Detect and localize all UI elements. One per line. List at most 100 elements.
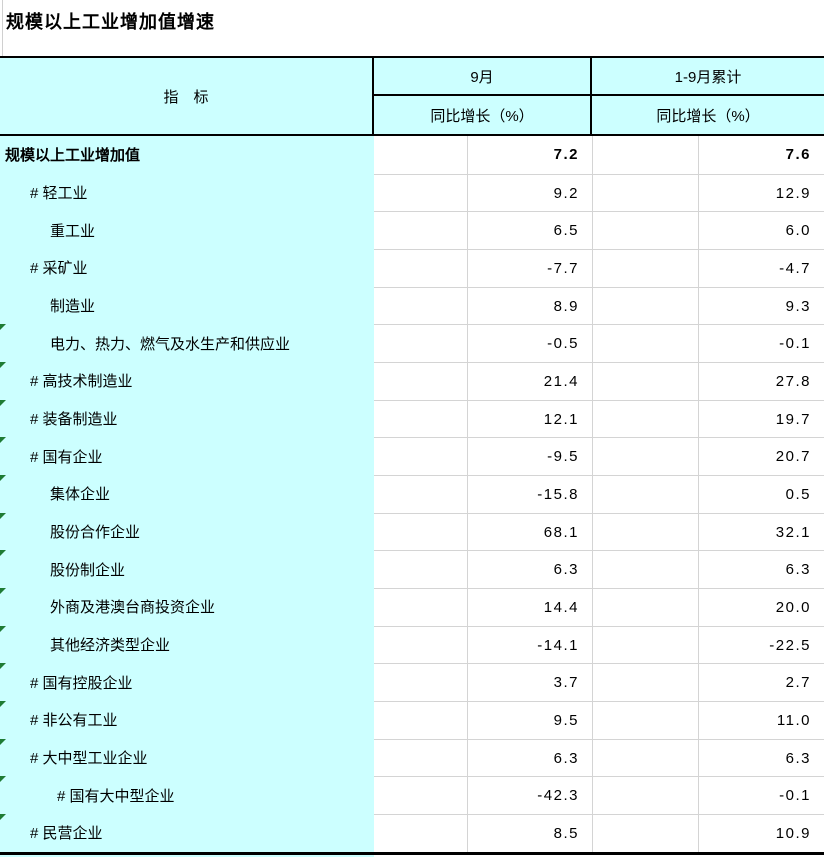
spacer-cell	[592, 625, 698, 664]
cumulative-value-cell: 27.8	[698, 362, 824, 400]
cumulative-value-cell: 10.9	[698, 814, 824, 852]
spacer-cell	[374, 399, 467, 438]
september-value-cell: 7.2	[467, 136, 592, 174]
cell-corner-marker-icon	[0, 437, 6, 444]
cumulative-value-cell: 0.5	[698, 475, 824, 513]
row-label: # 民营企业	[30, 825, 103, 843]
header-yoy-cumulative: 同比增长（%）	[656, 107, 760, 125]
table-bottom-border	[0, 851, 824, 855]
cumulative-value-cell: 6.3	[698, 738, 824, 777]
spacer-cell	[592, 663, 698, 702]
cell-corner-marker-icon	[0, 475, 6, 482]
row-label: # 轻工业	[30, 185, 88, 202]
row-indicator-cell: # 民营企业	[0, 814, 374, 852]
row-indicator-cell: # 国有大中型企业	[0, 776, 374, 815]
header-indicator: 指 标	[0, 58, 374, 134]
cell-corner-marker-icon	[0, 512, 6, 519]
next-row-value-cell	[374, 854, 824, 857]
spacer-cell	[374, 512, 467, 551]
table-row: # 高技术制造业 21.4 27.8	[0, 362, 824, 400]
row-indicator-cell: 集体企业	[0, 475, 374, 513]
row-indicator-cell: 股份制企业	[0, 550, 374, 589]
spacer-cell	[374, 588, 467, 626]
row-indicator-cell: # 高技术制造业	[0, 362, 374, 400]
september-value-cell: 9.5	[467, 701, 592, 739]
row-label: # 国有企业	[30, 448, 103, 466]
spacer-cell	[592, 776, 698, 815]
cell-corner-marker-icon	[0, 625, 6, 632]
spacer-cell	[592, 249, 698, 287]
spacer-cell	[374, 625, 467, 664]
september-value-cell: -7.7	[467, 249, 592, 287]
row-label: 外商及港澳台商投资企业	[50, 599, 216, 617]
cell-corner-marker-icon	[0, 324, 6, 331]
spacer-cell	[592, 701, 698, 739]
table-row: 电力、热力、燃气及水生产和供应业 -0.5 -0.1	[0, 324, 824, 363]
row-label: 制造业	[50, 298, 96, 316]
spacer-cell	[374, 475, 467, 513]
row-indicator-cell: 重工业	[0, 211, 374, 250]
table-row: # 民营企业 8.5 10.9	[0, 814, 824, 852]
table-row: # 非公有工业 9.5 11.0	[0, 701, 824, 739]
row-indicator-cell: # 轻工业	[0, 173, 374, 212]
september-value-cell: 14.4	[467, 588, 592, 626]
row-label: # 采矿业	[30, 260, 88, 278]
september-value-cell: 8.5	[467, 814, 592, 852]
spacer-cell	[592, 738, 698, 777]
spacer-cell	[592, 437, 698, 476]
table-row: 外商及港澳台商投资企业 14.4 20.0	[0, 588, 824, 626]
row-label: 集体企业	[50, 486, 111, 504]
table-body: 规模以上工业增加值 7.2 7.6 # 轻工业 9.2 12.9 重工业 6.5 6.0 # 采矿…	[0, 136, 824, 852]
cell-corner-marker-icon	[0, 814, 6, 821]
table-row: 其他经济类型企业 -14.1 -22.5	[0, 625, 824, 664]
spacer-cell	[374, 663, 467, 702]
cell-corner-marker-icon	[0, 399, 6, 406]
row-indicator-cell: 其他经济类型企业	[0, 625, 374, 664]
row-label: # 装备制造业	[30, 411, 118, 429]
spacer-cell	[374, 286, 467, 325]
spacer-cell	[374, 362, 467, 400]
spacer-cell	[374, 324, 467, 363]
header-yoy-september: 同比增长（%）	[374, 96, 592, 134]
cumulative-value-cell: 6.0	[698, 211, 824, 250]
row-label: # 大中型工业企业	[30, 750, 148, 768]
september-value-cell: 3.7	[467, 663, 592, 702]
spacer-cell	[592, 362, 698, 400]
row-label: # 高技术制造业	[30, 373, 133, 391]
spacer-cell	[374, 249, 467, 287]
table-row: # 国有企业 -9.5 20.7	[0, 437, 824, 476]
page-title: 规模以上工业增加值增速	[6, 12, 215, 32]
spacer-cell	[592, 324, 698, 363]
cumulative-value-cell: -22.5	[698, 625, 824, 664]
table-row: # 装备制造业 12.1 19.7	[0, 399, 824, 438]
row-label: 重工业	[50, 222, 96, 240]
cumulative-value-cell: 7.6	[698, 136, 824, 174]
september-value-cell: 6.3	[467, 550, 592, 589]
cell-corner-marker-icon	[0, 550, 6, 557]
spacer-cell	[592, 588, 698, 626]
september-value-cell: -14.1	[467, 625, 592, 664]
cell-corner-marker-icon	[0, 738, 6, 745]
september-value-cell: 12.1	[467, 399, 592, 438]
cumulative-value-cell: 2.7	[698, 663, 824, 702]
next-row-strip	[0, 854, 824, 857]
table-row: 重工业 6.5 6.0	[0, 211, 824, 250]
row-indicator-cell: # 采矿业	[0, 249, 374, 287]
row-label: # 国有控股企业	[30, 674, 133, 692]
spacer-cell	[592, 814, 698, 852]
table-row: 股份制企业 6.3 6.3	[0, 550, 824, 589]
next-row-indicator-cell	[0, 854, 374, 857]
september-value-cell: -9.5	[467, 437, 592, 476]
september-value-cell: 68.1	[467, 512, 592, 551]
spacer-cell	[374, 211, 467, 250]
row-indicator-cell: 股份合作企业	[0, 512, 374, 551]
cumulative-value-cell: 12.9	[698, 173, 824, 212]
spacer-cell	[592, 286, 698, 325]
spacer-cell	[374, 738, 467, 777]
spacer-cell	[592, 136, 698, 174]
row-indicator-cell: 制造业	[0, 286, 374, 325]
table-row: # 国有大中型企业 -42.3 -0.1	[0, 776, 824, 815]
table-row: # 轻工业 9.2 12.9	[0, 173, 824, 212]
header-cumulative: 1-9月累计	[592, 58, 824, 96]
